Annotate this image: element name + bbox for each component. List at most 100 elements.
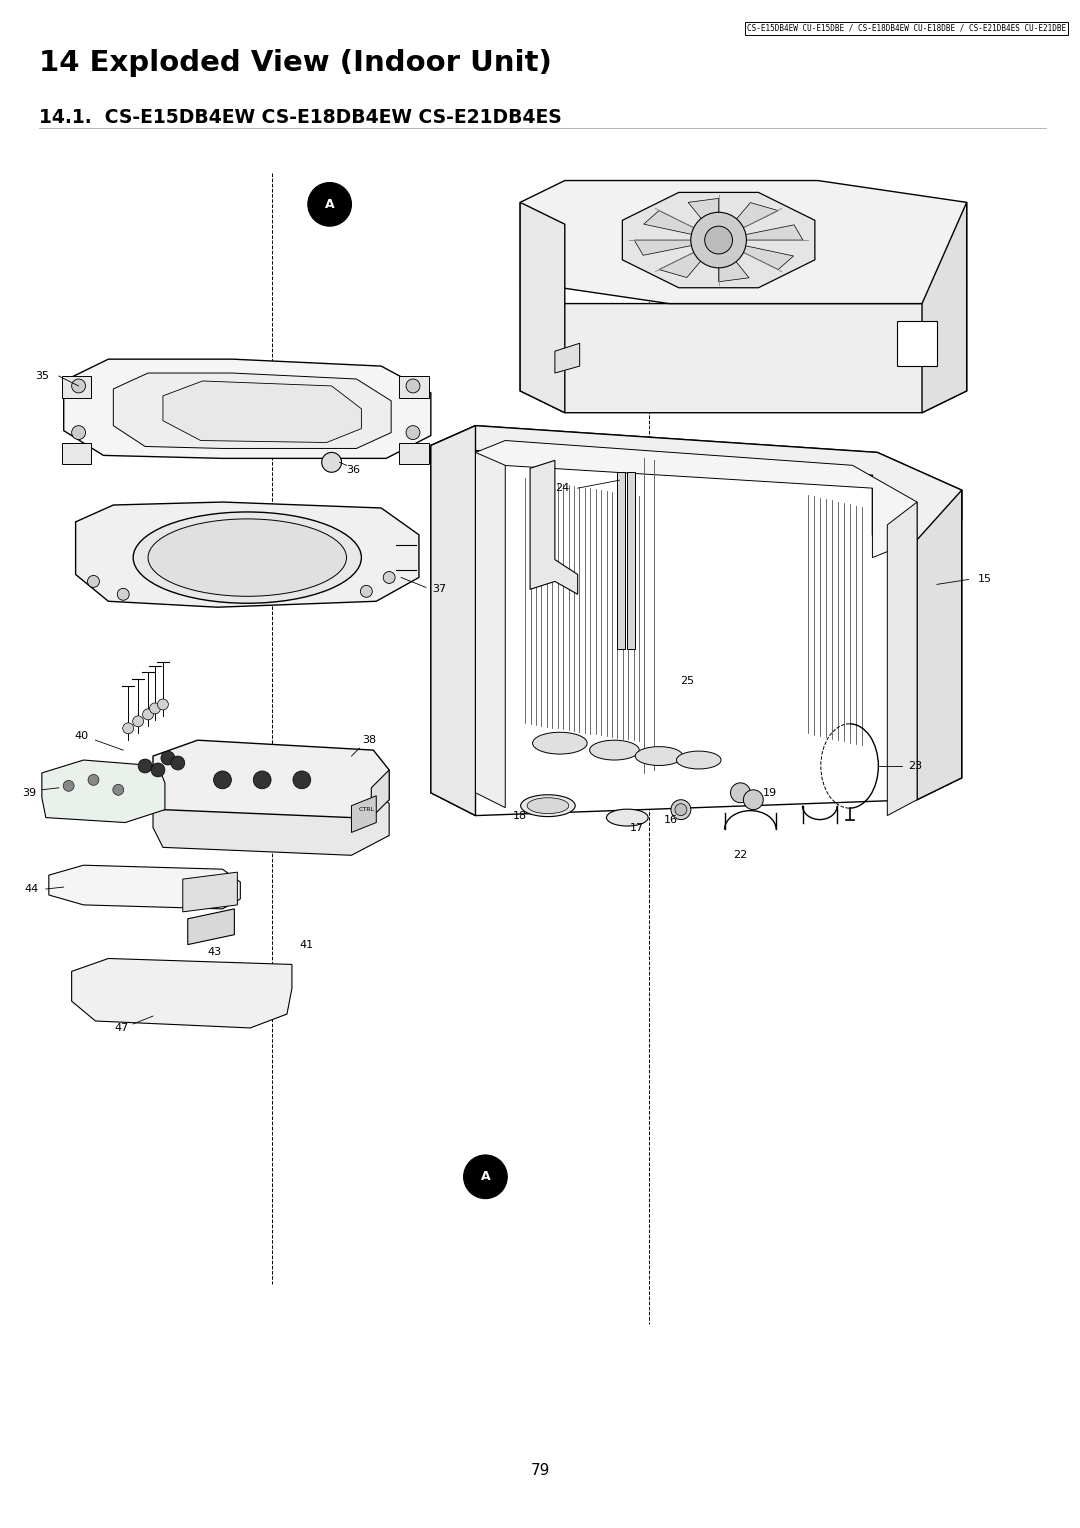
Circle shape	[675, 804, 687, 816]
Polygon shape	[634, 240, 710, 255]
Polygon shape	[897, 321, 937, 367]
Polygon shape	[688, 199, 718, 235]
Polygon shape	[351, 796, 376, 833]
Polygon shape	[521, 202, 565, 413]
Polygon shape	[530, 460, 578, 594]
Polygon shape	[922, 202, 967, 413]
Circle shape	[118, 588, 130, 601]
Polygon shape	[622, 193, 815, 287]
Circle shape	[171, 756, 185, 770]
Text: 38: 38	[362, 735, 377, 746]
Polygon shape	[644, 211, 711, 238]
Circle shape	[64, 781, 75, 792]
Text: 22: 22	[733, 850, 747, 860]
Text: 19: 19	[764, 788, 778, 798]
Text: 15: 15	[977, 575, 991, 584]
Circle shape	[151, 762, 165, 776]
Text: 14.1.  CS-E15DB4EW CS-E18DB4EW CS-E21DB4ES: 14.1. CS-E15DB4EW CS-E18DB4EW CS-E21DB4E…	[39, 108, 562, 127]
Text: 39: 39	[22, 788, 36, 798]
Circle shape	[214, 772, 231, 788]
Circle shape	[705, 226, 732, 254]
Polygon shape	[888, 503, 917, 816]
Ellipse shape	[133, 512, 362, 604]
Circle shape	[383, 571, 395, 584]
Circle shape	[112, 784, 124, 795]
Text: 17: 17	[631, 822, 645, 833]
Circle shape	[691, 212, 746, 267]
Ellipse shape	[527, 798, 569, 813]
Polygon shape	[475, 440, 917, 558]
Circle shape	[293, 772, 311, 788]
Polygon shape	[400, 443, 429, 465]
Ellipse shape	[676, 752, 721, 769]
Ellipse shape	[590, 740, 639, 759]
Circle shape	[149, 703, 161, 714]
Polygon shape	[723, 203, 779, 235]
Circle shape	[671, 799, 691, 819]
Polygon shape	[62, 376, 92, 397]
Text: 79: 79	[530, 1462, 550, 1478]
Circle shape	[253, 772, 271, 788]
Circle shape	[87, 775, 99, 785]
Ellipse shape	[635, 747, 683, 766]
Polygon shape	[76, 503, 419, 607]
Circle shape	[71, 379, 85, 393]
Circle shape	[87, 576, 99, 587]
Text: 16: 16	[664, 814, 678, 825]
Circle shape	[161, 752, 175, 766]
Ellipse shape	[148, 520, 347, 596]
Polygon shape	[659, 244, 715, 278]
Circle shape	[730, 782, 751, 802]
Polygon shape	[153, 740, 389, 817]
Polygon shape	[431, 426, 961, 816]
Text: A: A	[325, 197, 335, 211]
Text: 47: 47	[114, 1022, 129, 1033]
Polygon shape	[521, 281, 967, 413]
Text: 24: 24	[555, 483, 569, 494]
Text: CS-E15DB4EW CU-E15DBE / CS-E18DB4EW CU-E18DBE / CS-E21DB4ES CU-E21DBE: CS-E15DB4EW CU-E15DBE / CS-E18DB4EW CU-E…	[746, 24, 1066, 32]
Text: 40: 40	[75, 732, 89, 741]
Polygon shape	[163, 380, 362, 443]
Text: 36: 36	[347, 466, 361, 475]
Circle shape	[143, 709, 153, 720]
Text: 37: 37	[432, 584, 446, 594]
Polygon shape	[372, 770, 389, 817]
Circle shape	[71, 426, 85, 440]
Polygon shape	[49, 865, 241, 909]
Circle shape	[308, 182, 351, 226]
Text: CTRL: CTRL	[359, 807, 375, 813]
Text: 35: 35	[35, 371, 49, 380]
Ellipse shape	[532, 732, 588, 755]
Polygon shape	[153, 776, 389, 856]
Text: 43: 43	[207, 946, 221, 957]
Polygon shape	[64, 359, 431, 458]
Ellipse shape	[521, 795, 576, 816]
Polygon shape	[188, 909, 234, 944]
Circle shape	[406, 426, 420, 440]
Circle shape	[322, 452, 341, 472]
Circle shape	[406, 379, 420, 393]
Circle shape	[123, 723, 134, 733]
Polygon shape	[727, 241, 794, 269]
Polygon shape	[555, 344, 580, 373]
Circle shape	[361, 585, 373, 597]
Circle shape	[158, 698, 168, 711]
Text: 44: 44	[25, 885, 39, 894]
Polygon shape	[113, 373, 391, 448]
Polygon shape	[71, 958, 292, 1028]
Polygon shape	[431, 426, 961, 539]
Text: A: A	[481, 1170, 490, 1183]
Polygon shape	[183, 872, 238, 912]
Polygon shape	[521, 180, 967, 304]
Circle shape	[138, 759, 152, 773]
Polygon shape	[917, 490, 961, 799]
Polygon shape	[618, 472, 625, 649]
Ellipse shape	[607, 810, 648, 827]
Circle shape	[743, 790, 764, 810]
Polygon shape	[627, 472, 635, 649]
Circle shape	[133, 717, 144, 727]
Polygon shape	[475, 452, 505, 808]
Polygon shape	[718, 244, 750, 281]
Polygon shape	[42, 759, 165, 822]
Polygon shape	[62, 443, 92, 465]
